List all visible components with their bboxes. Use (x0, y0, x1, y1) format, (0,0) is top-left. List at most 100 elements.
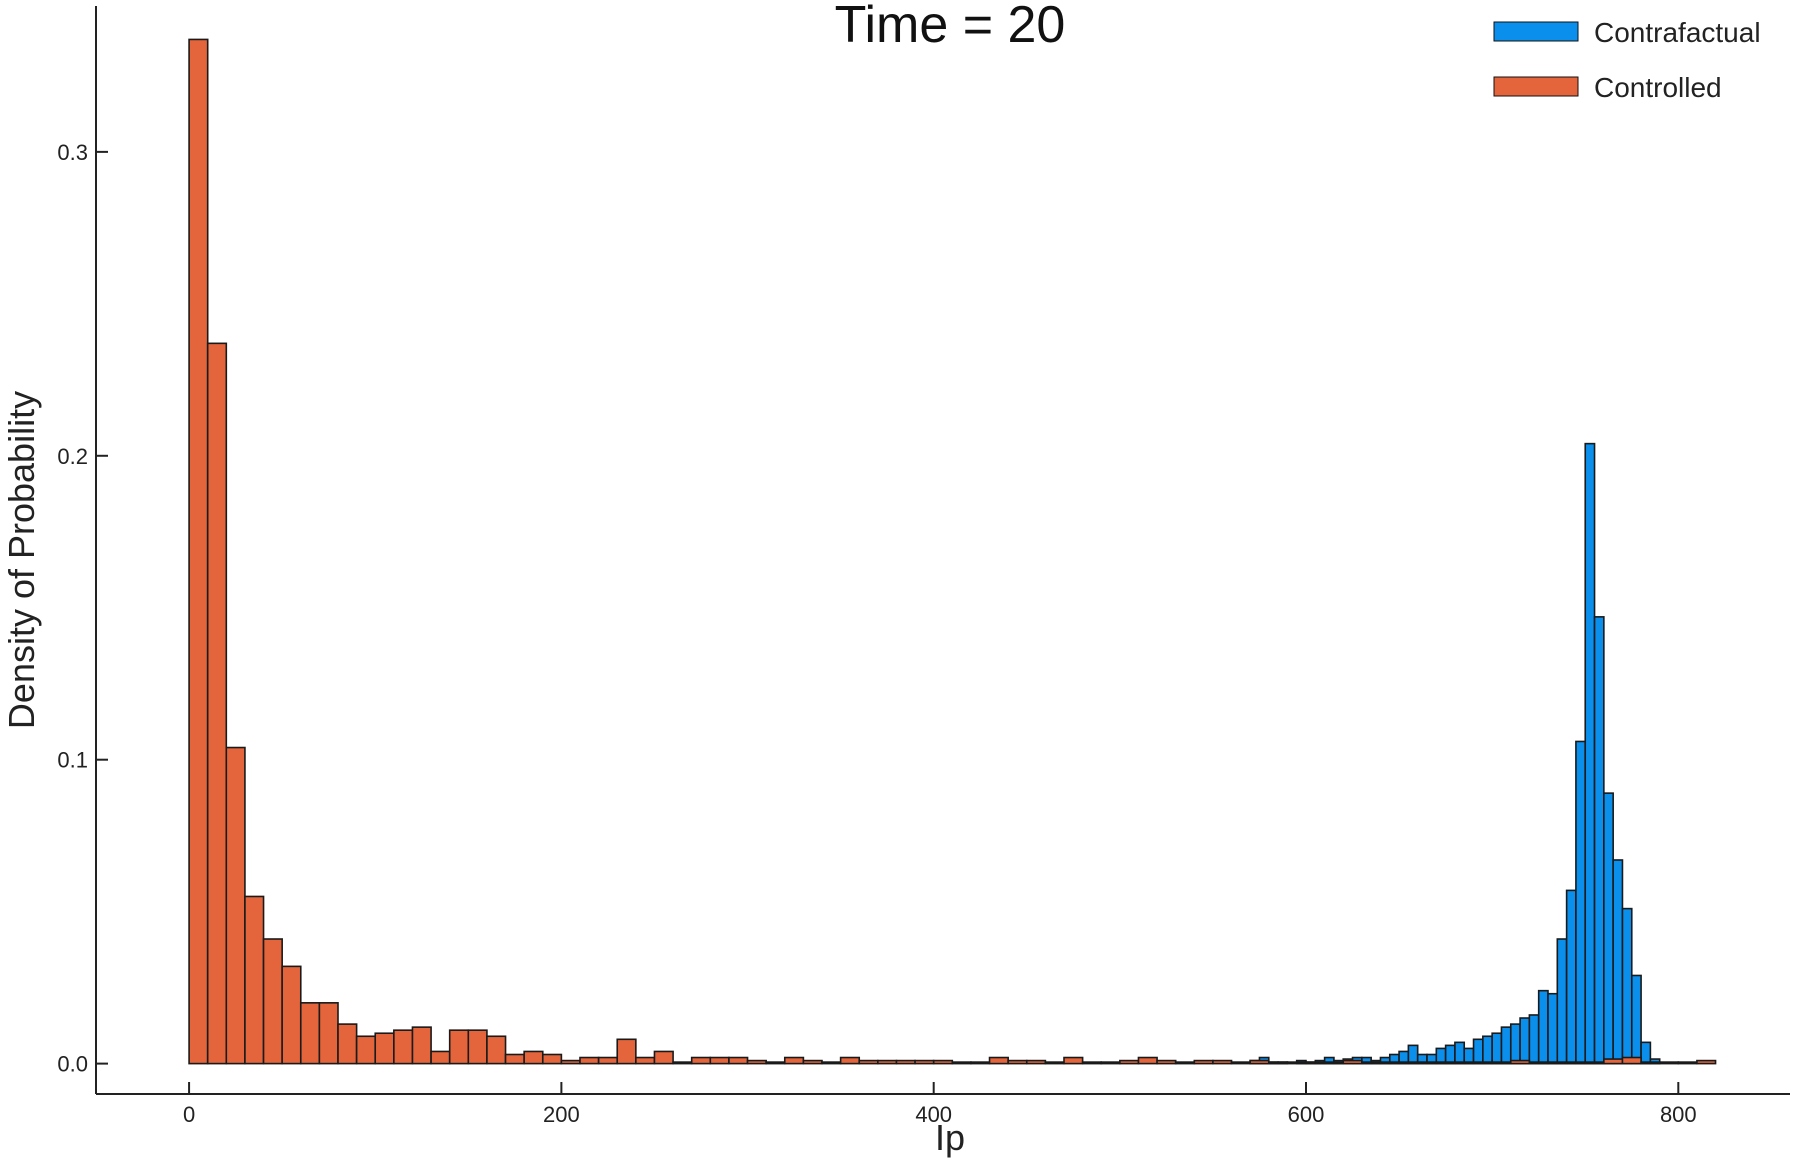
bar-controlled-76 (1603, 1058, 1624, 1065)
bar-controlled-54 (1193, 1059, 1214, 1065)
bar-controlled-23 (616, 1038, 637, 1065)
bar-controlled-77 (1621, 1056, 1642, 1065)
bar-controlled-64 (1379, 1061, 1400, 1065)
legend-swatch-controlled (1493, 76, 1579, 97)
bar-controlled-74 (1565, 1061, 1587, 1065)
bar-controlled-9 (355, 1035, 377, 1065)
bar-contrafactual-34 (1565, 889, 1577, 1065)
bars-layer (188, 38, 1717, 1065)
x-tick-label-2: 400 (915, 1102, 952, 1127)
bar-contrafactual-27 (1500, 1026, 1512, 1065)
bar-controlled-38 (895, 1059, 916, 1065)
bar-contrafactual-35 (1575, 740, 1587, 1065)
bar-contrafactual-32 (1547, 992, 1559, 1065)
legend-swatch-contrafactual (1493, 21, 1579, 42)
bar-controlled-3 (244, 895, 265, 1065)
y-tick-label-1: 0.1 (57, 748, 88, 773)
bar-controlled-35 (839, 1056, 861, 1065)
bar-controlled-2 (225, 746, 246, 1065)
bar-controlled-12 (411, 1026, 432, 1065)
bar-controlled-70 (1491, 1061, 1512, 1065)
bar-controlled-66 (1416, 1061, 1438, 1065)
bar-controlled-48 (1081, 1061, 1103, 1065)
bar-controlled-10 (374, 1032, 395, 1065)
bar-controlled-41 (951, 1061, 972, 1065)
x-tick-label-3: 600 (1288, 1102, 1325, 1127)
bar-controlled-26 (672, 1061, 693, 1065)
bar-controlled-71 (1509, 1059, 1531, 1065)
y-axis-title: Density of Probability (1, 391, 42, 729)
bar-controlled-31 (765, 1061, 786, 1065)
bar-controlled-24 (635, 1056, 656, 1065)
legend: Contrafactual Controlled (1493, 17, 1761, 103)
bar-contrafactual-31 (1537, 989, 1549, 1065)
bar-controlled-68 (1454, 1061, 1475, 1065)
x-tick-label-0: 0 (183, 1102, 195, 1127)
bar-controlled-51 (1137, 1056, 1158, 1065)
bar-controlled-33 (802, 1059, 823, 1065)
bar-contrafactual-21 (1444, 1044, 1456, 1065)
bar-controlled-40 (932, 1059, 954, 1065)
bar-controlled-20 (560, 1059, 581, 1065)
bar-controlled-1 (206, 342, 228, 1065)
bar-controlled-29 (728, 1056, 749, 1065)
bar-controlled-39 (914, 1059, 935, 1065)
bar-controlled-19 (541, 1053, 563, 1065)
bar-controlled-53 (1174, 1061, 1196, 1065)
bar-controlled-81 (1696, 1059, 1717, 1065)
y-tick-label-0: 0.0 (57, 1052, 88, 1077)
bar-contrafactual-28 (1509, 1023, 1521, 1065)
series-contrafactual (1249, 442, 1661, 1065)
bar-contrafactual-41 (1630, 974, 1642, 1065)
bar-controlled-57 (1249, 1059, 1270, 1065)
bar-controlled-47 (1063, 1056, 1084, 1065)
bar-controlled-69 (1472, 1061, 1493, 1065)
bar-controlled-44 (1007, 1059, 1028, 1065)
bar-controlled-34 (821, 1061, 842, 1065)
bar-controlled-6 (299, 1002, 321, 1065)
bar-controlled-49 (1100, 1061, 1121, 1065)
bar-contrafactual-30 (1528, 1014, 1540, 1065)
bar-controlled-37 (877, 1059, 898, 1065)
bar-controlled-42 (970, 1061, 991, 1065)
bar-controlled-67 (1435, 1061, 1456, 1065)
bar-controlled-8 (337, 1023, 358, 1065)
bar-contrafactual-40 (1621, 907, 1633, 1065)
bar-controlled-56 (1230, 1061, 1251, 1065)
bar-controlled-4 (262, 938, 283, 1065)
bar-controlled-61 (1323, 1061, 1345, 1065)
bar-controlled-45 (1025, 1059, 1047, 1065)
bar-contrafactual-17 (1407, 1044, 1419, 1065)
bar-contrafactual-26 (1491, 1032, 1503, 1065)
bar-controlled-30 (746, 1059, 767, 1065)
bar-controlled-78 (1640, 1061, 1661, 1065)
bar-controlled-17 (504, 1053, 525, 1065)
bar-contrafactual-25 (1482, 1035, 1493, 1065)
bar-controlled-73 (1547, 1061, 1568, 1065)
bar-controlled-58 (1267, 1061, 1289, 1065)
bar-controlled-13 (430, 1050, 451, 1065)
legend-label-controlled: Controlled (1594, 72, 1722, 103)
bar-controlled-27 (690, 1056, 712, 1065)
axes-layer: 0.0 0.1 0.2 0.3 0 200 400 600 800 (57, 6, 1790, 1127)
series-controlled (188, 38, 1717, 1065)
bar-contrafactual-38 (1603, 792, 1614, 1065)
bar-controlled-55 (1212, 1059, 1233, 1065)
bar-controlled-21 (579, 1056, 600, 1065)
bar-controlled-62 (1342, 1059, 1363, 1065)
bar-contrafactual-39 (1612, 859, 1624, 1065)
bar-controlled-5 (281, 965, 302, 1065)
bar-controlled-52 (1156, 1059, 1177, 1065)
bar-controlled-25 (653, 1050, 674, 1065)
bar-controlled-80 (1677, 1061, 1698, 1065)
bar-controlled-50 (1119, 1059, 1140, 1065)
bar-controlled-65 (1398, 1061, 1419, 1065)
bar-controlled-14 (448, 1029, 470, 1065)
x-tick-label-4: 800 (1660, 1102, 1697, 1127)
bar-controlled-11 (393, 1029, 414, 1065)
bar-controlled-60 (1305, 1061, 1326, 1065)
bar-controlled-32 (783, 1056, 805, 1065)
bar-controlled-7 (318, 1002, 339, 1065)
